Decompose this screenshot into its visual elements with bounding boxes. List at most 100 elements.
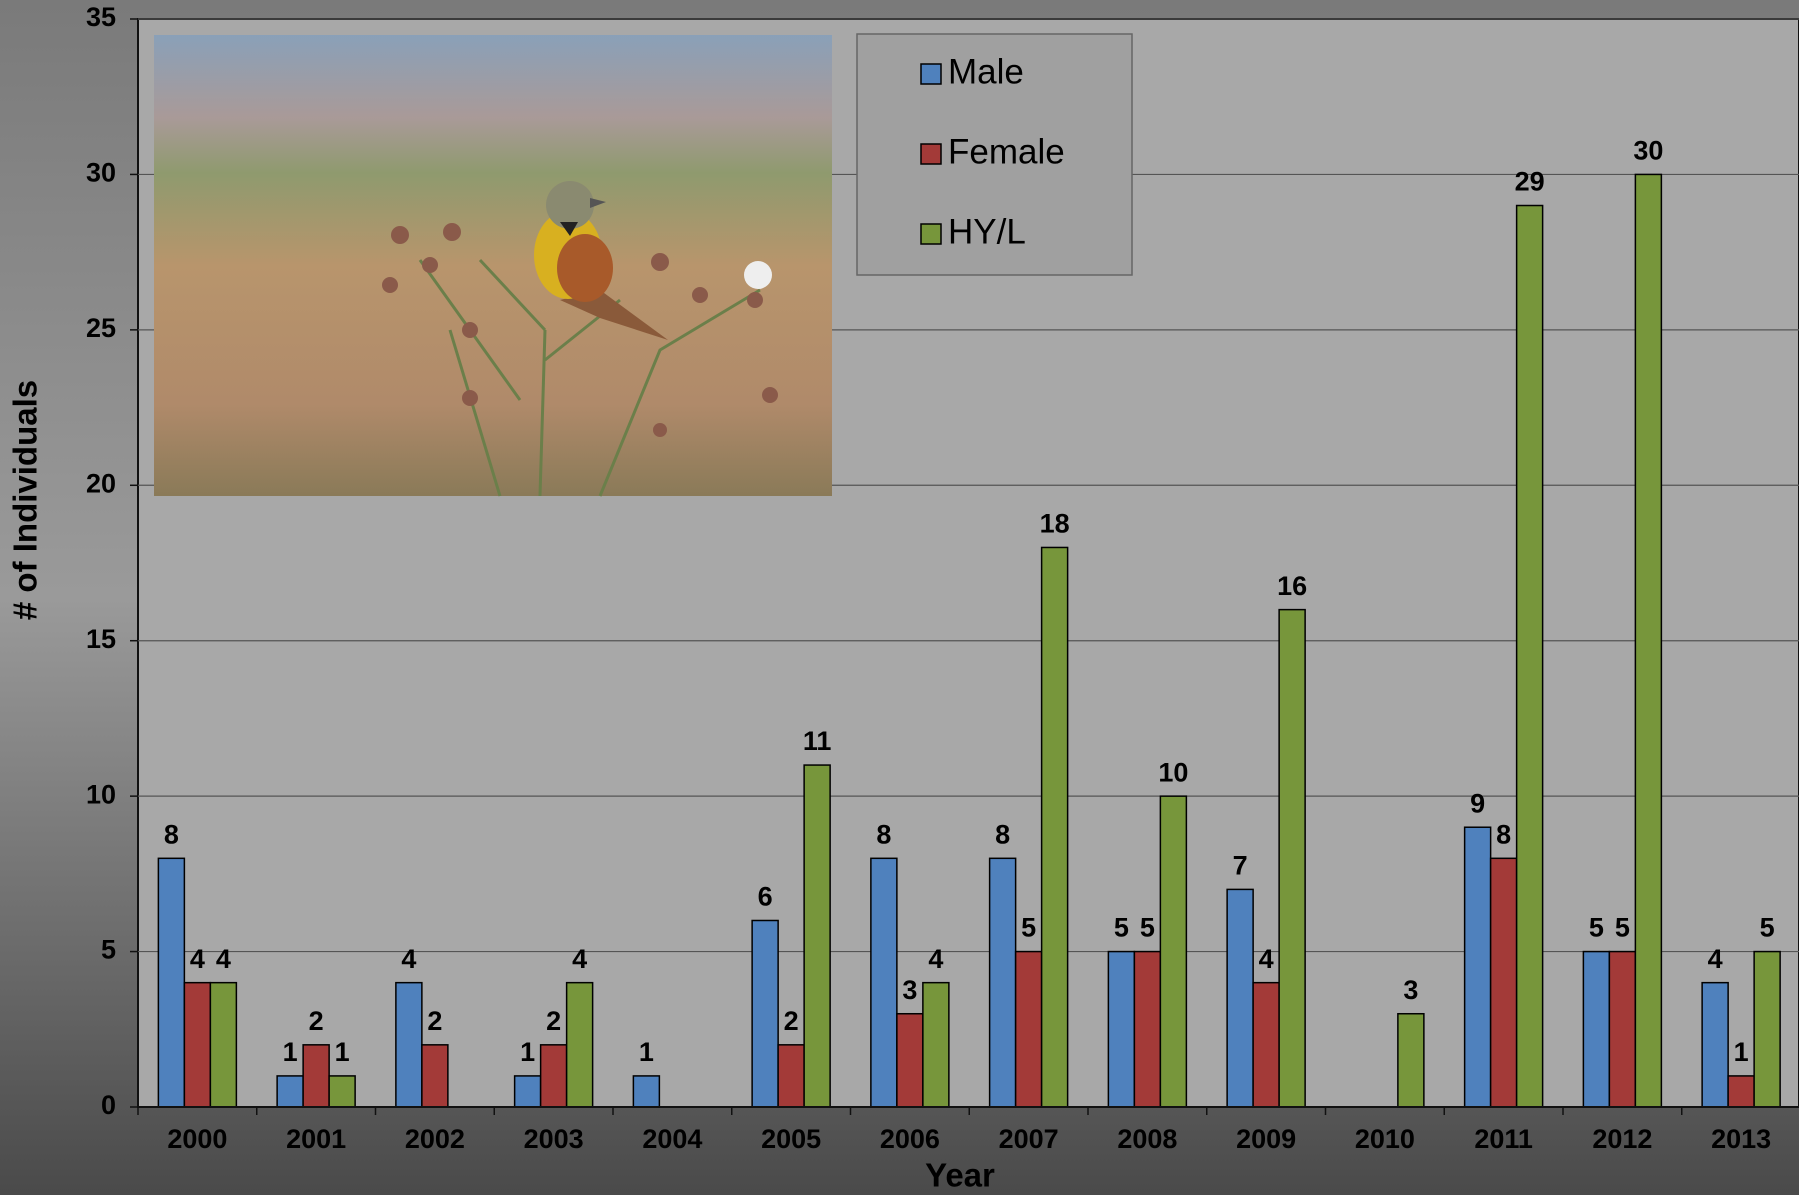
value-label: 30 (1633, 136, 1663, 166)
value-label: 2 (546, 1006, 561, 1036)
bar (1159, 795, 1188, 1108)
value-label: 3 (902, 975, 917, 1005)
value-label: 8 (876, 819, 891, 849)
value-label: 4 (928, 944, 943, 974)
y-axis-title: # of Individuals (7, 380, 44, 620)
value-label: 1 (335, 1037, 350, 1067)
bar (513, 1075, 542, 1108)
value-label: 2 (309, 1006, 324, 1036)
bar (1040, 546, 1069, 1108)
photo-bird (534, 181, 668, 340)
y-tick-label: 35 (86, 2, 116, 32)
x-tick-label: 2004 (642, 1124, 702, 1154)
bar (988, 857, 1017, 1108)
value-label: 1 (283, 1037, 298, 1067)
photo-plant (418, 258, 761, 497)
legend-swatch (920, 143, 942, 165)
bar (1252, 981, 1280, 1108)
value-label: 4 (190, 944, 205, 974)
y-tick-label: 5 (101, 935, 116, 965)
bar (632, 1075, 661, 1108)
value-label: 5 (1615, 913, 1630, 943)
bar (803, 764, 831, 1108)
value-label: 5 (1140, 913, 1155, 943)
value-label: 8 (1496, 819, 1511, 849)
value-label: 1 (639, 1037, 654, 1067)
value-label: 4 (1259, 944, 1274, 974)
value-label: 4 (216, 944, 231, 974)
y-tick-label: 20 (86, 468, 116, 498)
bar (1582, 950, 1611, 1108)
bar (1397, 1012, 1425, 1108)
legend-label: HY/L (948, 212, 1026, 251)
value-label: 4 (572, 944, 587, 974)
legend-box (856, 33, 1133, 276)
value-label: 18 (1040, 509, 1070, 539)
bar (1515, 204, 1544, 1108)
x-tick-label: 2002 (405, 1124, 465, 1154)
bar (751, 919, 779, 1108)
bar (1107, 950, 1136, 1108)
bar (183, 981, 212, 1108)
x-tick-label: 2008 (1117, 1124, 1177, 1154)
bar (1463, 826, 1492, 1108)
bar (302, 1044, 330, 1108)
value-label: 2 (427, 1006, 442, 1036)
legend-label: Female (948, 132, 1065, 171)
bar (870, 857, 898, 1108)
bar (1226, 888, 1254, 1108)
bar (539, 1044, 568, 1108)
value-label: 8 (164, 819, 179, 849)
x-tick-label: 2006 (880, 1124, 940, 1154)
value-label: 9 (1470, 788, 1485, 818)
bar (1133, 950, 1162, 1108)
bar (1634, 173, 1663, 1108)
bar (157, 857, 186, 1108)
value-label: 4 (1708, 944, 1723, 974)
y-tick-label: 0 (101, 1090, 116, 1120)
photo-flowers (382, 223, 778, 437)
bar (1014, 950, 1043, 1108)
bar (1753, 950, 1781, 1108)
y-tick-label: 25 (86, 313, 116, 343)
legend-swatch (920, 63, 942, 85)
legend-swatch (920, 223, 942, 245)
x-tick-label: 2012 (1592, 1124, 1652, 1154)
bar (922, 981, 950, 1108)
bar (1727, 1075, 1755, 1108)
photo (154, 35, 832, 497)
value-label: 7 (1233, 851, 1248, 881)
x-tick-label: 2013 (1711, 1124, 1771, 1154)
x-tick-label: 2003 (524, 1124, 584, 1154)
x-axis-title: Year (925, 1157, 995, 1194)
x-tick-label: 2000 (167, 1124, 227, 1154)
x-tick-label: 2005 (761, 1124, 821, 1154)
y-tick-label: 10 (86, 779, 116, 809)
value-label: 6 (758, 882, 773, 912)
y-tick-label: 30 (86, 158, 116, 188)
legend: Male Female HY/L (856, 33, 1133, 276)
value-label: 2 (784, 1006, 799, 1036)
value-label: 16 (1277, 571, 1307, 601)
x-tick-label: 2009 (1236, 1124, 1296, 1154)
value-label: 5 (1114, 913, 1129, 943)
bar (1489, 857, 1518, 1108)
value-label: 5 (1760, 913, 1775, 943)
bar (209, 981, 238, 1108)
bar (565, 981, 594, 1108)
value-label: 10 (1158, 757, 1188, 787)
legend-label: Male (948, 52, 1024, 91)
bar (328, 1075, 356, 1108)
value-label: 1 (1734, 1037, 1749, 1067)
bar (276, 1075, 304, 1108)
bar (896, 1012, 924, 1108)
value-label: 4 (401, 944, 416, 974)
x-tick-label: 2007 (999, 1124, 1059, 1154)
value-label: 1 (520, 1037, 535, 1067)
photo-flower (744, 261, 772, 289)
photo-background (154, 35, 832, 496)
x-tick-label: 2001 (286, 1124, 346, 1154)
bar (421, 1044, 449, 1108)
value-label: 5 (1589, 913, 1604, 943)
